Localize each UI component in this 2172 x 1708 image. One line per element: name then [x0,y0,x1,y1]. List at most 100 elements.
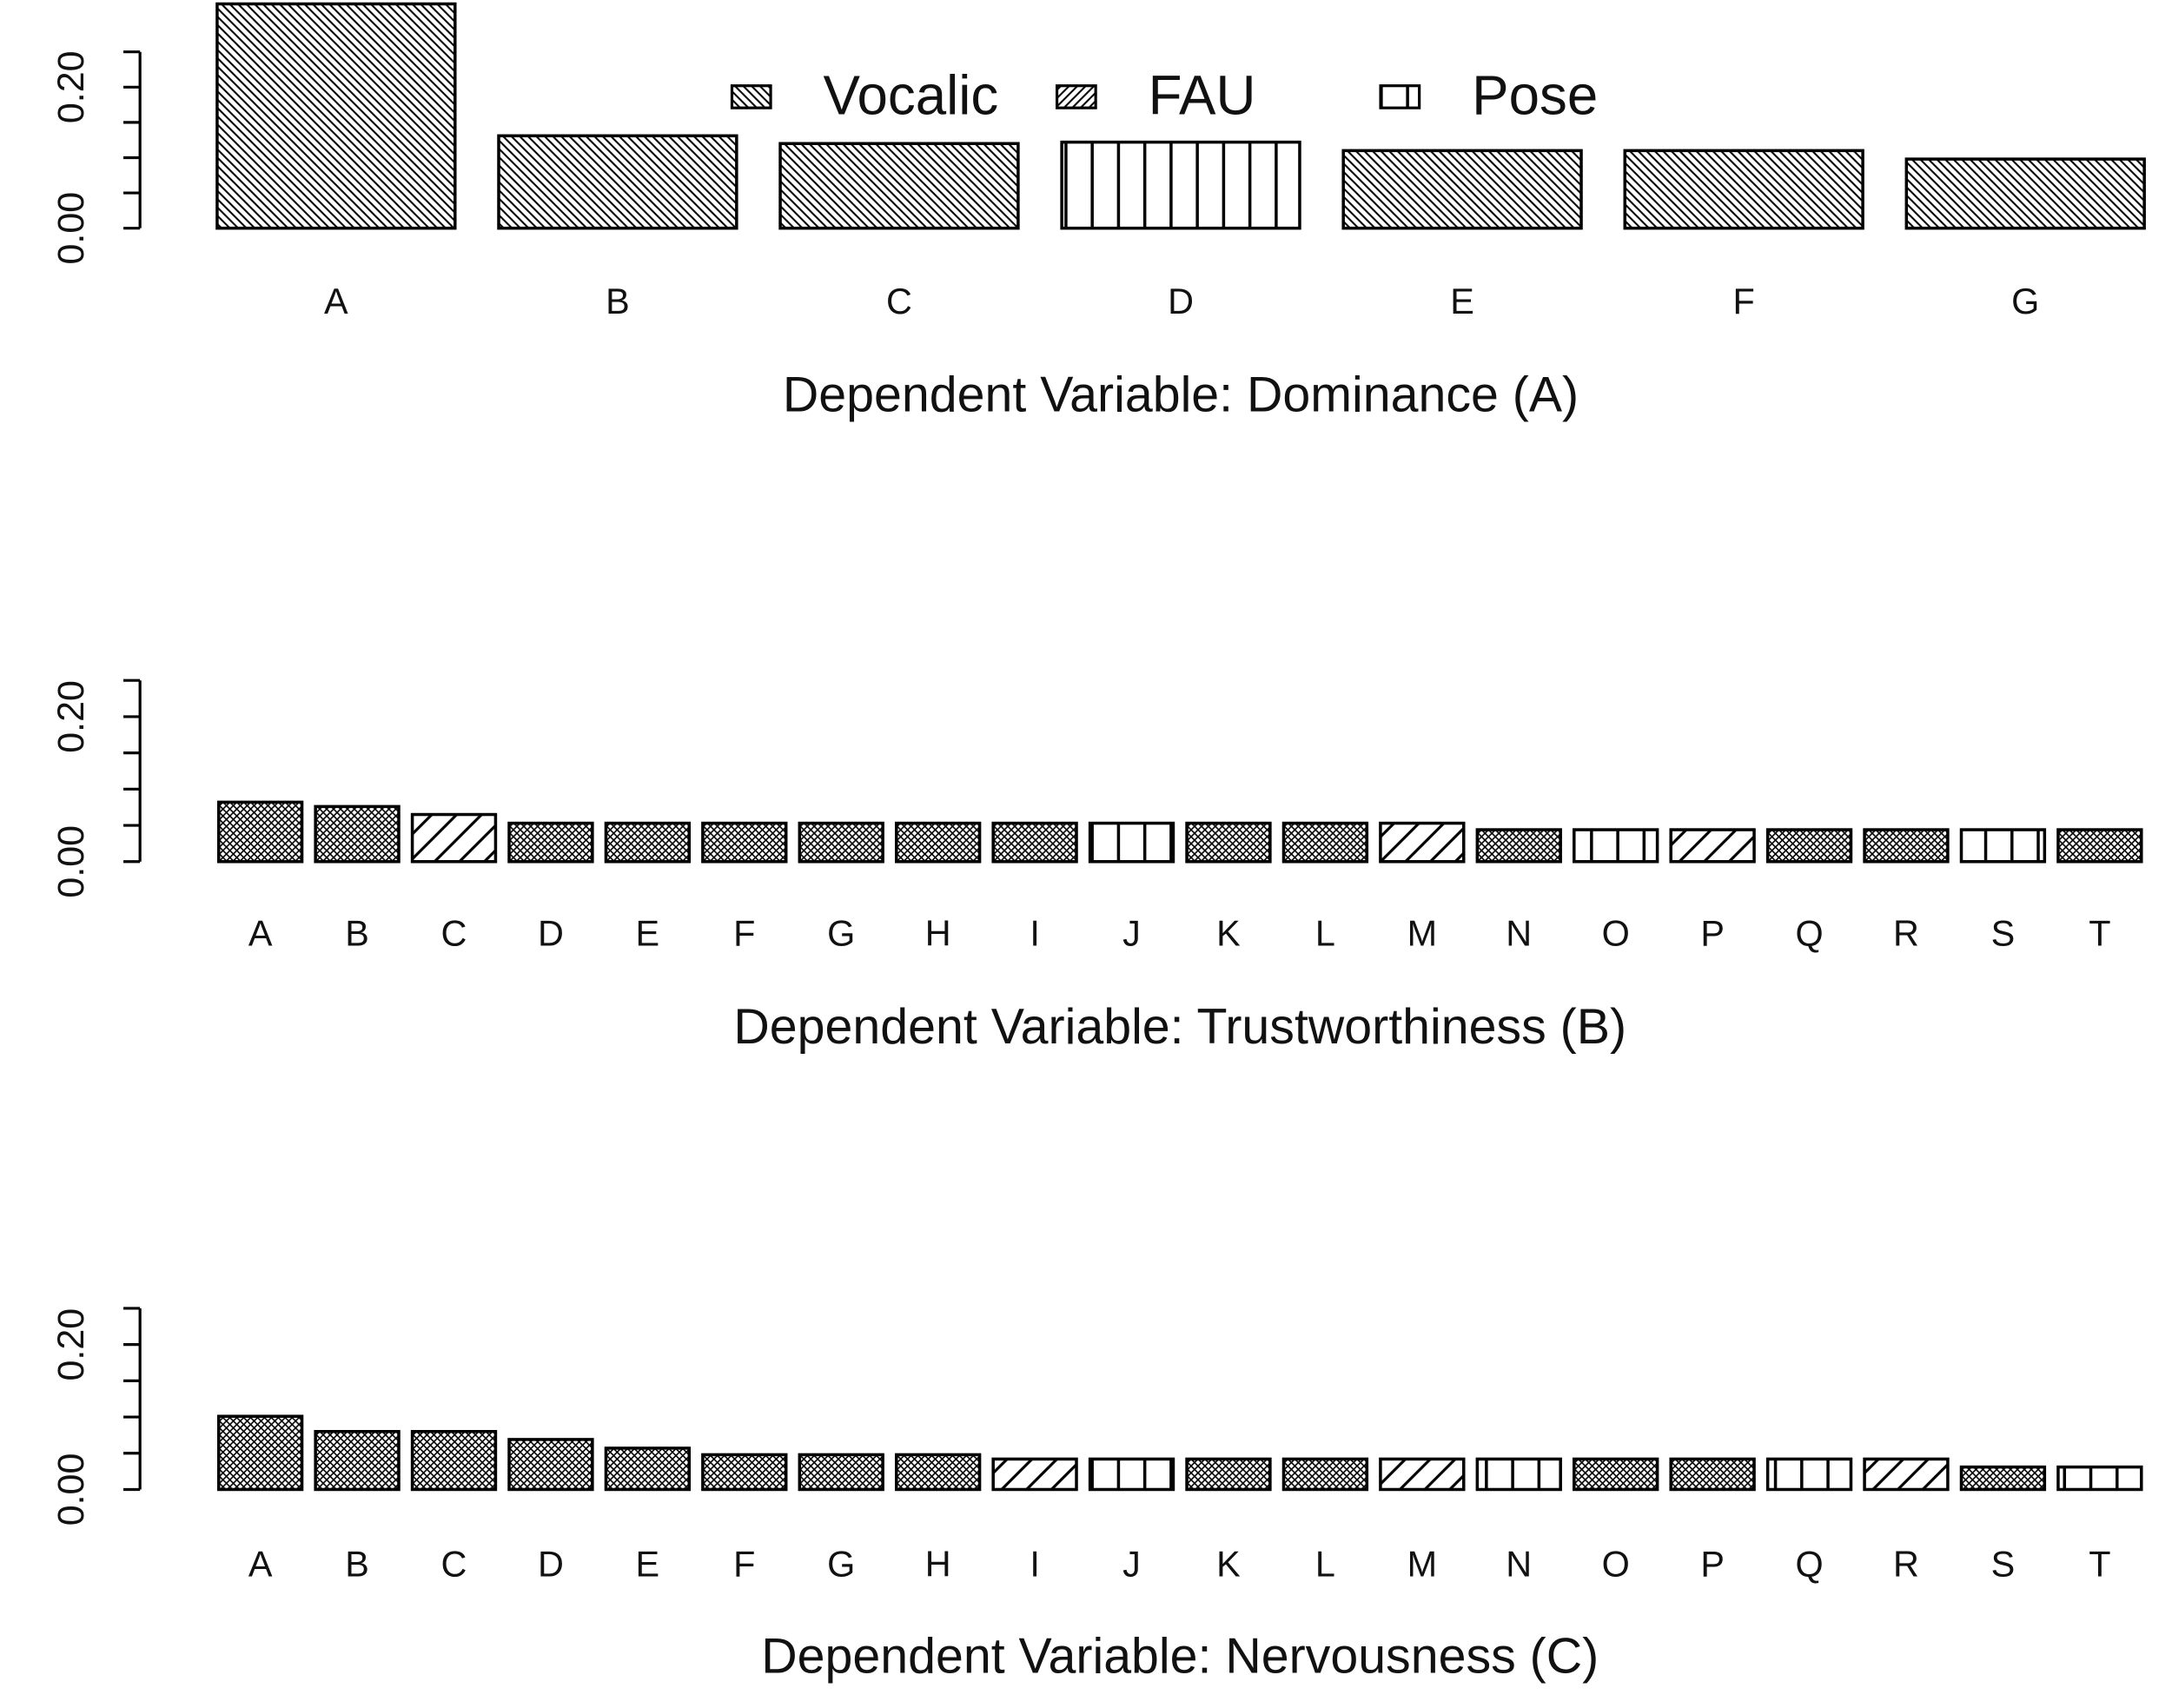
bar [1959,1465,2047,1492]
x-tick-label: G [827,914,855,954]
x-tick-label: G [2011,281,2039,321]
bar [1281,821,1369,864]
bar [1379,821,1466,864]
x-tick-label: Q [1795,1545,1823,1585]
bar [1185,1457,1272,1492]
bar [1475,828,1562,864]
bar [1379,1457,1466,1492]
bar [604,1447,692,1492]
bar [798,821,884,864]
x-tick-label: I [1030,914,1040,954]
x-tick-label: L [1315,914,1335,954]
bar [1669,828,1756,864]
bar [507,1438,594,1492]
bar [1088,821,1175,864]
x-tick-label: R [1893,914,1919,954]
x-tick-label: P [1700,1545,1725,1585]
bar [1573,1457,1659,1492]
legend-swatch [1379,84,1421,109]
legend-swatch [730,84,772,109]
bar [2056,828,2143,864]
x-tick-label: D [538,1545,564,1585]
bar [2056,1465,2143,1492]
bar [497,134,738,230]
x-tick-label: E [636,1545,660,1585]
legend-label: Vocalic [824,64,999,126]
bar [507,821,594,864]
x-tick-label: D [538,914,564,954]
x-tick-label: T [2089,914,2110,954]
x-tick-label: P [1700,914,1725,954]
x-tick-label: J [1122,914,1141,954]
x-tick-label: K [1216,914,1241,954]
x-tick-label: N [1506,1545,1532,1585]
y-tick-label: 0.20 [50,680,92,753]
x-tick-label: A [248,914,273,954]
bar [1863,828,1950,864]
x-tick-label: R [1893,1545,1919,1585]
x-tick-label: K [1216,1545,1241,1585]
bar [1623,149,1864,230]
bar [1475,1457,1562,1492]
bar [701,821,788,864]
x-tick-label: L [1315,1545,1335,1585]
bar [216,1414,304,1492]
bar [410,1429,498,1492]
y-tick-label: 0.00 [50,825,92,898]
bar [1765,1457,1853,1492]
x-tick-label: E [1450,281,1474,321]
y-tick-label: 0.20 [50,1308,92,1381]
x-tick-label: A [324,281,348,321]
bar [410,812,498,864]
y-tick-label: 0.20 [50,50,92,123]
x-tick-label: G [827,1545,855,1585]
x-tick-label: H [925,914,951,954]
x-tick-label: F [733,914,755,954]
bar [604,821,692,864]
x-axis-label: Dependent Variable: Dominance (A) [783,367,1579,423]
x-axis-label: Dependent Variable: Trustworthiness (B) [733,999,1626,1055]
x-tick-label: H [925,1545,951,1585]
x-tick-label: A [248,1545,273,1585]
x-tick-label: B [606,281,630,321]
bar [1088,1457,1175,1492]
x-tick-label: S [1991,914,2016,954]
x-tick-label: F [1733,281,1755,321]
bar [215,2,457,230]
x-tick-label: M [1407,914,1437,954]
bar [1185,821,1272,864]
y-tick-label: 0.00 [50,1453,92,1526]
x-tick-label: C [886,281,912,321]
bar [1341,149,1583,230]
x-tick-label: O [1602,914,1630,954]
bar [778,142,1020,230]
x-axis-label: Dependent Variable: Nervousness (C) [761,1628,1599,1684]
bar [991,1457,1078,1492]
bar [1765,828,1853,864]
legend-label: Pose [1472,64,1598,126]
bar [1573,828,1659,864]
x-tick-label: B [345,1545,369,1585]
x-tick-label: B [345,914,369,954]
x-tick-label: J [1122,1545,1141,1585]
x-tick-label: E [636,914,660,954]
bar [991,821,1078,864]
x-tick-label: M [1407,1545,1437,1585]
bar [314,804,401,864]
bar [1904,157,2146,230]
bar [1060,140,1301,230]
x-tick-label: D [1168,281,1194,321]
bar [216,800,304,864]
x-tick-label: S [1991,1545,2016,1585]
legend-label: FAU [1149,64,1256,126]
x-tick-label: O [1602,1545,1630,1585]
bar [1959,828,2047,864]
x-tick-label: C [441,1545,467,1585]
bar [1669,1457,1756,1492]
x-tick-label: Q [1795,914,1823,954]
bar [798,1453,884,1492]
bar [894,821,982,864]
bar [701,1453,788,1492]
